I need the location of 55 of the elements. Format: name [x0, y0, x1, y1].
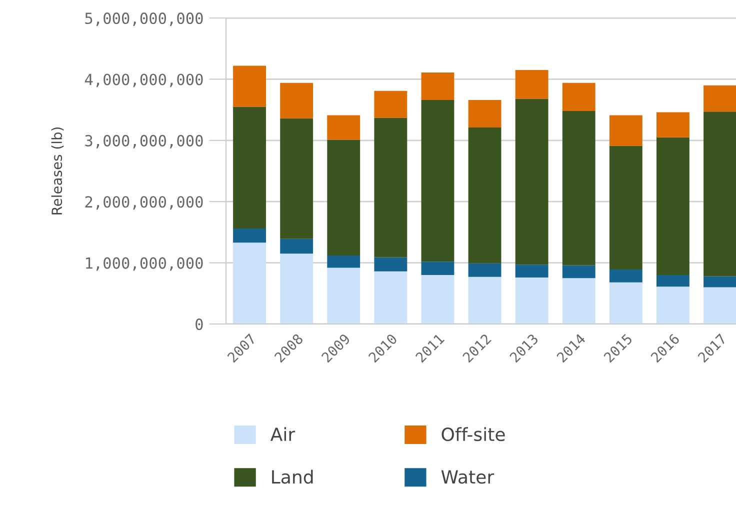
bar	[280, 82, 314, 118]
bar	[233, 242, 266, 324]
bar	[515, 277, 548, 324]
bar	[374, 90, 408, 118]
y-tick-label: 4,000,000,000	[84, 74, 203, 88]
bar	[704, 276, 736, 288]
y-tick-label: 0	[196, 318, 203, 330]
bar	[656, 286, 690, 324]
bar	[233, 106, 266, 229]
bar	[374, 118, 408, 258]
bar	[515, 98, 548, 265]
y-tick-label: 5,000,000,000	[85, 12, 203, 26]
bar	[609, 270, 642, 282]
bar	[562, 278, 596, 324]
bar	[609, 282, 642, 324]
legend-label: Land	[272, 470, 313, 484]
y-tick-label: 3,000,000,000	[85, 134, 203, 148]
bar	[515, 264, 548, 278]
bar	[468, 128, 502, 264]
legend-label: Off-site	[442, 427, 505, 442]
legend-label: Water	[441, 470, 494, 484]
y-tick-label: 1,000,000,000	[86, 257, 203, 271]
bar	[421, 275, 454, 324]
bar	[374, 271, 408, 324]
bar	[421, 72, 454, 100]
bar	[468, 100, 502, 128]
bar	[233, 66, 266, 107]
bar	[468, 276, 502, 324]
bar	[374, 257, 408, 272]
bar	[656, 137, 690, 276]
bar	[656, 275, 690, 287]
bar	[280, 254, 314, 324]
bar	[656, 112, 690, 138]
bar	[609, 115, 642, 146]
bar	[327, 268, 360, 324]
bar	[704, 85, 736, 112]
legend-label: Air	[270, 427, 296, 441]
bar	[562, 111, 596, 266]
bar	[280, 238, 314, 254]
bar	[421, 100, 454, 262]
bar	[327, 255, 360, 268]
bar	[421, 262, 454, 276]
bar	[562, 82, 596, 112]
bar	[515, 70, 548, 99]
bar	[327, 115, 360, 140]
bar	[327, 140, 360, 256]
bar	[233, 228, 266, 243]
bar	[468, 263, 502, 277]
bar	[704, 287, 736, 324]
bar	[704, 112, 736, 276]
bar	[562, 265, 596, 278]
bar	[280, 118, 314, 239]
y-tick-label: 2,000,000,000	[85, 196, 203, 210]
y-axis-title: Releases (lb)	[51, 127, 64, 214]
bar	[609, 146, 642, 270]
